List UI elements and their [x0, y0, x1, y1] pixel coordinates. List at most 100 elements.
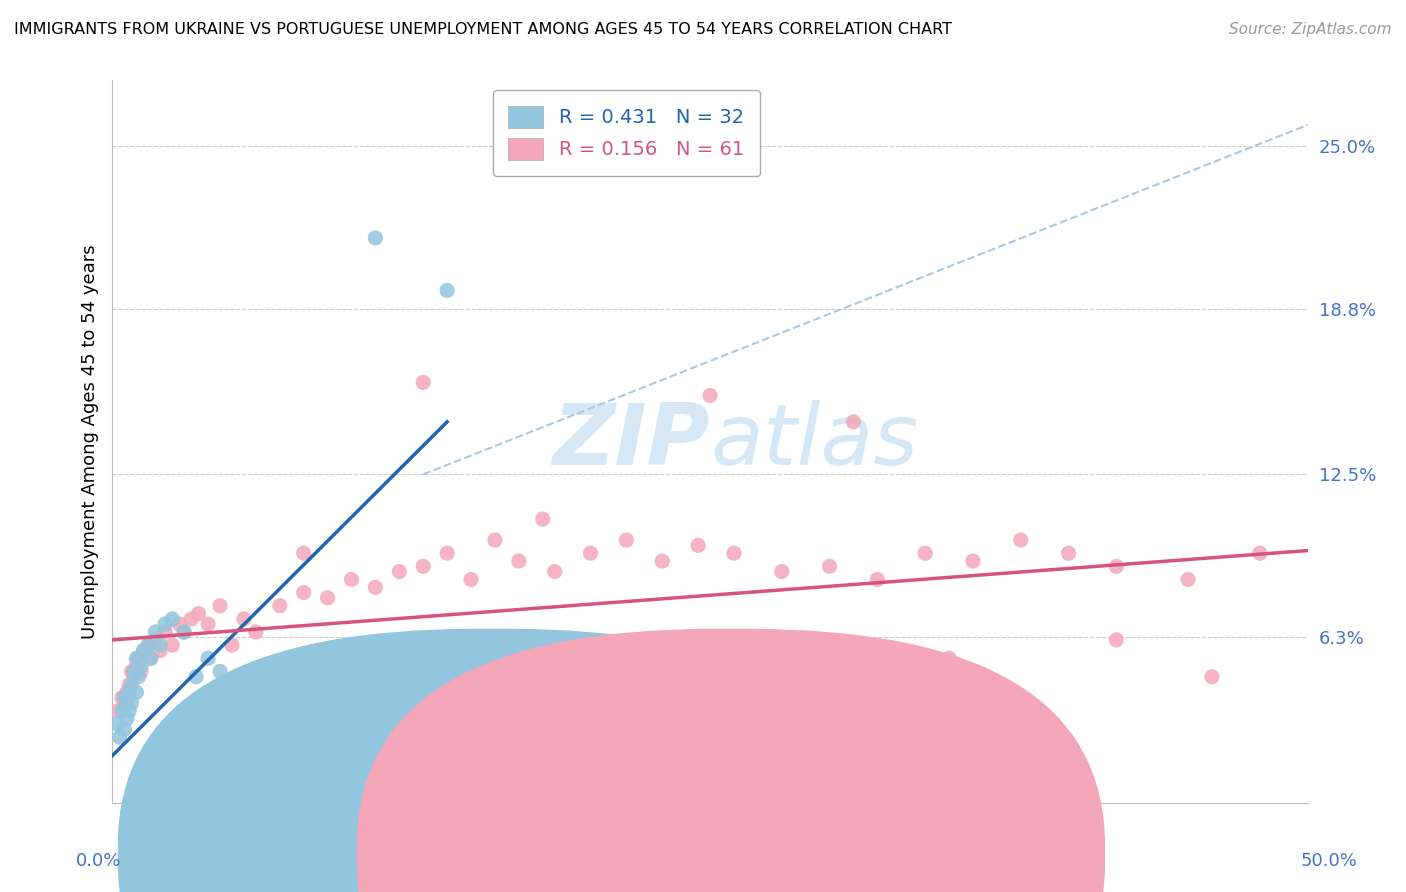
Point — [114, 696, 135, 710]
Point — [1201, 670, 1223, 684]
Point — [508, 554, 530, 568]
Point — [1057, 546, 1080, 560]
Point — [770, 565, 793, 579]
Point — [121, 665, 143, 679]
Point — [340, 573, 363, 587]
Point — [723, 546, 745, 560]
Point — [125, 651, 148, 665]
Point — [138, 638, 160, 652]
Point — [153, 625, 176, 640]
Point — [914, 546, 936, 560]
Point — [316, 591, 339, 605]
Point — [125, 659, 148, 673]
Point — [145, 625, 167, 640]
Point — [121, 677, 143, 691]
Point — [1010, 533, 1032, 547]
Point — [412, 376, 434, 390]
Point — [129, 665, 152, 679]
Point — [292, 585, 315, 599]
Point — [115, 696, 138, 710]
Point — [962, 554, 984, 568]
Point — [105, 704, 128, 718]
Point — [292, 546, 315, 560]
Y-axis label: Unemployment Among Ages 45 to 54 years: Unemployment Among Ages 45 to 54 years — [80, 244, 98, 639]
Point — [209, 665, 232, 679]
Point — [245, 696, 267, 710]
Point — [173, 625, 195, 640]
Point — [132, 643, 155, 657]
Point — [105, 717, 128, 731]
Point — [388, 565, 411, 579]
Point — [1177, 573, 1199, 587]
Point — [616, 533, 638, 547]
Point — [364, 580, 387, 594]
Point — [122, 665, 145, 679]
Point — [221, 685, 243, 699]
Point — [132, 643, 155, 657]
Point — [221, 638, 243, 652]
Point — [115, 712, 138, 726]
Point — [688, 538, 710, 552]
Point — [412, 559, 434, 574]
Point — [269, 599, 291, 613]
Point — [118, 685, 141, 699]
Point — [1105, 559, 1128, 574]
Point — [186, 670, 208, 684]
Point — [866, 573, 889, 587]
Point — [579, 546, 602, 560]
Point — [149, 638, 172, 652]
Point — [114, 723, 135, 737]
Point — [699, 388, 721, 402]
Point — [128, 651, 150, 665]
Text: atlas: atlas — [710, 400, 918, 483]
Point — [818, 559, 841, 574]
Point — [651, 554, 673, 568]
Point — [114, 690, 135, 705]
Point — [245, 625, 267, 640]
Point — [118, 677, 141, 691]
Point — [209, 599, 232, 613]
Text: 0.0%: 0.0% — [76, 852, 121, 870]
Point — [111, 704, 134, 718]
Point — [842, 415, 865, 429]
Point — [531, 512, 554, 526]
Point — [108, 730, 131, 744]
FancyBboxPatch shape — [118, 630, 866, 892]
Point — [149, 643, 172, 657]
Text: Immigrants from Ukraine: Immigrants from Ukraine — [463, 854, 671, 871]
Text: Source: ZipAtlas.com: Source: ZipAtlas.com — [1229, 22, 1392, 37]
Point — [122, 670, 145, 684]
Text: Portuguese: Portuguese — [759, 854, 852, 871]
Point — [197, 651, 219, 665]
Text: ZIP: ZIP — [553, 400, 710, 483]
Point — [162, 612, 183, 626]
Point — [125, 685, 148, 699]
Point — [233, 612, 256, 626]
Text: 50.0%: 50.0% — [1301, 852, 1357, 870]
Text: IMMIGRANTS FROM UKRAINE VS PORTUGUESE UNEMPLOYMENT AMONG AGES 45 TO 54 YEARS COR: IMMIGRANTS FROM UKRAINE VS PORTUGUESE UN… — [14, 22, 952, 37]
Point — [111, 690, 134, 705]
Point — [162, 638, 183, 652]
Point — [938, 651, 960, 665]
Point — [128, 670, 150, 684]
Point — [121, 696, 143, 710]
Point — [543, 565, 565, 579]
Point — [1249, 546, 1271, 560]
Point — [187, 607, 209, 621]
Point — [436, 546, 458, 560]
Point — [138, 638, 160, 652]
Point — [484, 533, 506, 547]
Point — [118, 704, 141, 718]
Point — [173, 625, 195, 640]
Point — [153, 617, 176, 632]
Point — [1105, 632, 1128, 647]
FancyBboxPatch shape — [357, 630, 1105, 892]
Point — [269, 712, 291, 726]
Point — [145, 632, 167, 647]
Point — [197, 617, 219, 632]
Point — [139, 651, 162, 665]
Point — [169, 617, 191, 632]
Point — [180, 612, 202, 626]
Point — [460, 573, 482, 587]
Point — [139, 651, 162, 665]
